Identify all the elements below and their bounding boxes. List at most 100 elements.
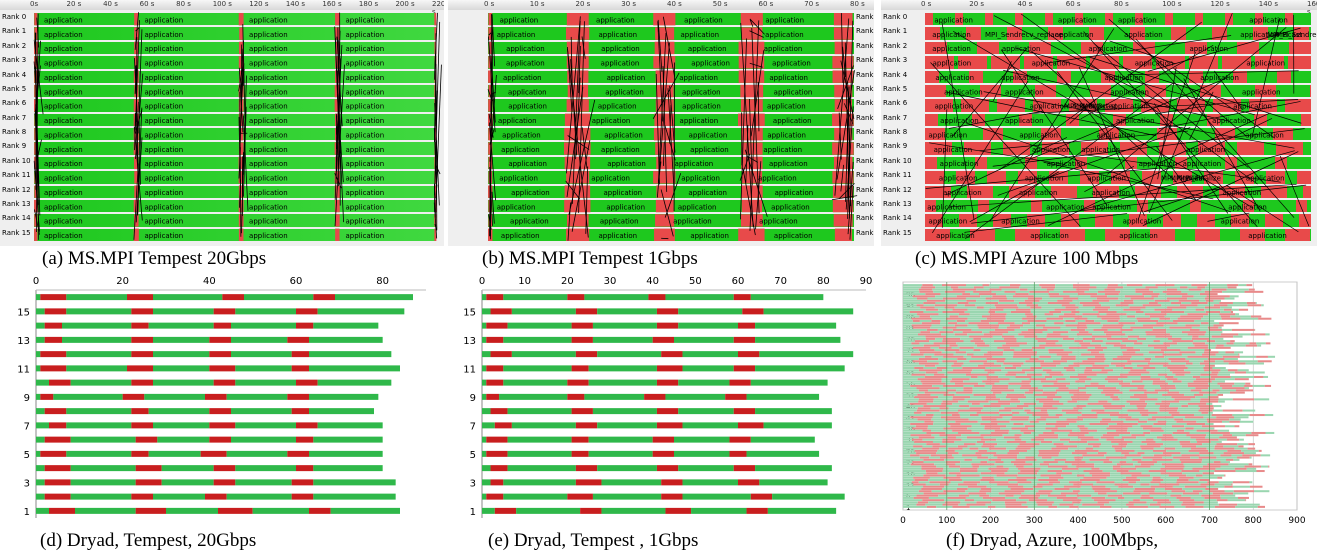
comm-segment bbox=[1066, 411, 1082, 414]
comm-segment bbox=[1219, 313, 1236, 316]
compute-segment bbox=[507, 322, 572, 329]
comm-segment bbox=[1091, 496, 1106, 499]
comm-segment bbox=[1163, 342, 1178, 345]
comm-segment bbox=[1249, 485, 1263, 488]
comm-segment bbox=[1212, 389, 1220, 392]
compute-segment bbox=[1039, 299, 1058, 302]
compute-segment bbox=[1059, 293, 1078, 296]
compute-segment bbox=[945, 382, 955, 385]
message-line bbox=[744, 149, 768, 217]
comm-segment bbox=[1258, 449, 1262, 452]
compute-segment bbox=[997, 443, 1020, 446]
message-line bbox=[662, 16, 675, 77]
comm-segment bbox=[1191, 284, 1207, 287]
compute-segment bbox=[1215, 378, 1235, 381]
comm-segment bbox=[1234, 378, 1249, 381]
compute-segment bbox=[309, 351, 392, 358]
comm-segment bbox=[1237, 456, 1250, 459]
comm-segment bbox=[1199, 391, 1217, 394]
x-tick-label: 20 bbox=[561, 276, 574, 287]
comm-segment bbox=[1076, 333, 1093, 336]
compute-segment bbox=[903, 434, 911, 437]
comm-segment bbox=[914, 449, 938, 452]
compute-segment bbox=[231, 322, 296, 329]
compute-segment bbox=[1124, 496, 1141, 499]
compute-segment bbox=[935, 295, 957, 298]
state-label: application bbox=[497, 31, 536, 39]
compute-segment bbox=[1111, 505, 1129, 508]
time-tick: 0s bbox=[30, 0, 39, 8]
compute-segment bbox=[994, 371, 1008, 374]
comm-segment bbox=[1107, 380, 1124, 383]
state-label: application bbox=[44, 175, 83, 183]
comm-segment bbox=[1017, 481, 1032, 484]
compute-segment bbox=[1230, 375, 1254, 378]
comm-segment bbox=[1187, 333, 1205, 336]
compute-segment bbox=[1139, 335, 1156, 338]
message-line bbox=[1183, 78, 1261, 212]
state-label: application bbox=[1088, 45, 1127, 53]
comm-segment bbox=[1160, 467, 1184, 470]
compute-segment bbox=[1037, 472, 1057, 475]
comm-segment bbox=[939, 483, 949, 486]
comm-segment bbox=[1161, 463, 1184, 466]
comm-segment bbox=[725, 393, 747, 400]
state-label: application bbox=[508, 88, 547, 96]
comm-segment bbox=[1021, 369, 1035, 372]
comm-segment bbox=[1126, 400, 1146, 403]
state-label: application bbox=[1119, 232, 1158, 240]
comm-segment bbox=[976, 411, 1000, 414]
compute-segment bbox=[946, 366, 963, 370]
comm-segment bbox=[1197, 286, 1206, 289]
comm-segment bbox=[486, 450, 508, 457]
compute-segment bbox=[1158, 319, 1174, 322]
compute-segment bbox=[938, 358, 958, 361]
compute-segment bbox=[1078, 409, 1092, 412]
comm-segment bbox=[1114, 483, 1129, 486]
rank-label: Rank 1 bbox=[883, 27, 908, 36]
compute-segment bbox=[1144, 295, 1152, 298]
compute-segment bbox=[973, 346, 998, 349]
time-tick: 50 s bbox=[712, 0, 728, 8]
comm-segment bbox=[1217, 382, 1235, 385]
compute-segment bbox=[969, 293, 980, 296]
compute-segment bbox=[1198, 481, 1208, 484]
compute-segment bbox=[959, 414, 970, 417]
comm-segment bbox=[1065, 306, 1079, 309]
comm-segment bbox=[1197, 440, 1211, 443]
compute-segment bbox=[235, 365, 292, 372]
compute-segment bbox=[1177, 438, 1196, 441]
compute-segment bbox=[1031, 380, 1041, 383]
wait-segment bbox=[134, 41, 139, 55]
trace-overlay: application application application applica… bbox=[925, 13, 1317, 240]
comm-segment bbox=[918, 288, 933, 291]
compute-segment bbox=[903, 418, 918, 421]
comm-segment bbox=[980, 319, 1005, 322]
rank-lane bbox=[925, 156, 1311, 170]
comm-segment bbox=[921, 322, 940, 325]
comm-segment bbox=[1122, 353, 1144, 356]
comm-segment bbox=[44, 465, 71, 472]
compute-segment bbox=[1175, 384, 1188, 387]
comm-segment bbox=[1113, 344, 1127, 347]
compute-segment bbox=[1063, 317, 1075, 320]
compute-segment bbox=[1187, 297, 1205, 300]
x-tick-label: 800 bbox=[1245, 516, 1262, 526]
rank-lane bbox=[925, 113, 1311, 126]
comm-segment bbox=[1187, 346, 1209, 349]
compute-segment bbox=[1171, 501, 1183, 504]
time-tick: 40 s bbox=[667, 0, 682, 8]
comm-segment bbox=[1232, 481, 1250, 484]
compute-segment bbox=[503, 379, 568, 386]
comm-segment bbox=[1156, 436, 1174, 439]
comm-segment bbox=[1106, 313, 1127, 316]
y-tick-label: 1 bbox=[470, 507, 476, 518]
compute-segment bbox=[919, 454, 931, 457]
state-label: application bbox=[1091, 189, 1130, 197]
comm-segment bbox=[984, 427, 1001, 430]
message-line bbox=[667, 88, 675, 195]
comm-segment bbox=[924, 364, 936, 367]
state-label: application bbox=[605, 88, 644, 96]
comm-segment bbox=[1072, 284, 1090, 287]
comm-segment bbox=[1082, 503, 1105, 506]
